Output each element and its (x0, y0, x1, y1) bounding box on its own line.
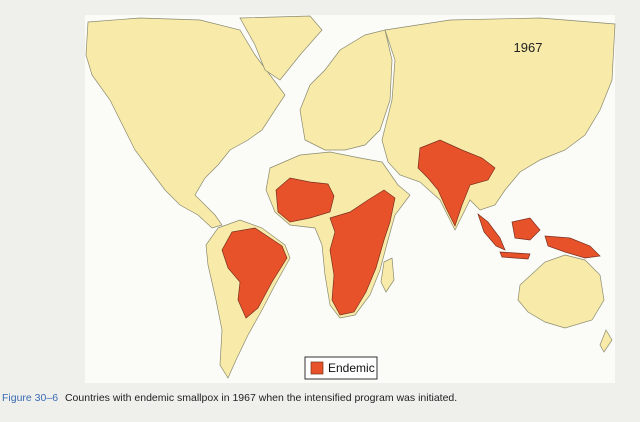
north-america (85, 17, 286, 229)
borneo (511, 217, 541, 241)
new-guinea (544, 235, 601, 259)
world-map (85, 15, 616, 379)
central-east-africa (329, 189, 396, 316)
caption-text: Countries with endemic smallpox in 1967 … (65, 392, 457, 404)
java (499, 251, 531, 260)
madagascar (380, 257, 395, 293)
europe (299, 29, 393, 151)
sumatra (477, 212, 506, 251)
greenland (239, 15, 323, 81)
legend-swatch (310, 361, 324, 375)
australia (517, 254, 605, 329)
brazil (221, 227, 288, 319)
figure-number: Figure 30–6 (2, 392, 58, 404)
year-label: 1967 (514, 40, 543, 55)
legend: Endemic (304, 356, 378, 380)
west-africa (275, 177, 335, 223)
south-asia (417, 139, 496, 227)
legend-label: Endemic (328, 361, 375, 375)
new-zealand (599, 329, 613, 353)
caption: Figure 30–6 Countries with endemic small… (2, 392, 457, 404)
